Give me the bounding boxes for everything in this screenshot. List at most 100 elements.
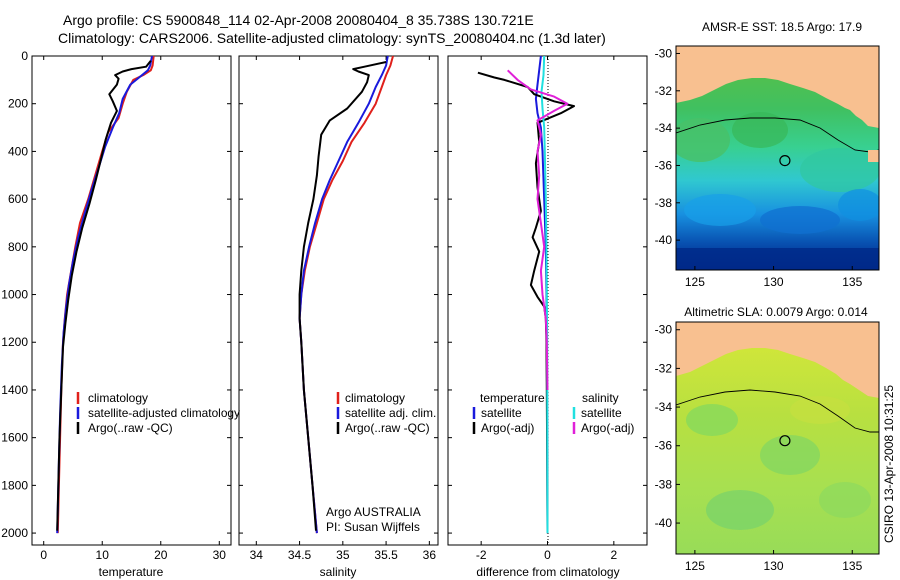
map-y-tick-label: -38	[655, 477, 673, 491]
sst-patch	[800, 148, 879, 192]
sst-map	[676, 46, 879, 270]
map-x-tick-label: 135	[842, 559, 862, 573]
legend-climatology: climatology	[88, 391, 148, 405]
depth-tick-label: 0	[21, 49, 28, 63]
sla-contour	[676, 389, 879, 433]
legend-temp-satellite: satellite	[481, 406, 522, 420]
sst-warm-patch	[732, 112, 788, 148]
sla-map-title: Altimetric SLA: 0.0079 Argo: 0.014	[684, 305, 868, 319]
sla-map-frame	[675, 321, 880, 555]
sla-map	[676, 322, 879, 554]
series-line-argo-raw-qc-	[56, 60, 152, 531]
series-line-climatology	[298, 55, 394, 534]
x-tick-label: 34	[250, 548, 264, 562]
depth-tick-label: 1400	[1, 383, 28, 397]
depth-tick-label: 400	[8, 144, 28, 158]
series-line-salinity-argo-adj-	[507, 69, 569, 391]
sst-map-title: AMSR-E SST: 18.5 Argo: 17.9	[702, 20, 862, 34]
difference-legend: temperature satellite Argo(-adj) salinit…	[472, 391, 634, 435]
figure-title-line2: Climatology: CARS2006. Satellite-adjuste…	[58, 30, 606, 46]
sla-patch	[819, 482, 871, 518]
map-y-tick-label: -32	[655, 84, 673, 98]
x-tick-label: 0	[40, 548, 47, 562]
x-tick-label: 30	[213, 548, 227, 562]
depth-tick-label: 1000	[1, 288, 28, 302]
footer-stamp: CSIRO 13-Apr-2008 10:31:25	[882, 385, 896, 543]
map-x-tick-label: 125	[685, 559, 705, 573]
legend-climatology: climatology	[345, 391, 405, 405]
salinity-series	[298, 55, 394, 534]
sst-cool-patch	[760, 206, 840, 234]
series-line-satellite-adjusted-climatology	[56, 55, 153, 534]
x-tick-label: 2	[610, 548, 617, 562]
legend-satellite-adj: satellite adj. clim.	[345, 406, 436, 420]
legend-sal-argo: Argo(-adj)	[581, 421, 634, 435]
depth-tick-label: 2000	[1, 526, 28, 540]
map-y-tick-label: -40	[655, 233, 673, 247]
series-line-salinity-satellite	[540, 55, 549, 534]
map-x-tick-label: 125	[685, 275, 705, 289]
depth-tick-label: 200	[8, 97, 28, 111]
salinity-x-label: salinity	[320, 565, 357, 579]
legend-argo: Argo(..raw -QC)	[88, 421, 173, 435]
legend-temperature-title: temperature	[480, 391, 545, 405]
series-line-argo-raw-qc-	[298, 61, 387, 531]
sst-cool-patch	[838, 189, 879, 221]
map-y-tick-label: -36	[655, 158, 673, 172]
legend-argo: Argo(..raw -QC)	[345, 421, 430, 435]
map-y-tick-label: -30	[655, 46, 673, 60]
map-y-tick-label: -34	[655, 121, 673, 135]
argo-position-marker	[779, 435, 791, 447]
x-tick-label: 36	[423, 548, 437, 562]
difference-series	[477, 55, 575, 534]
temperature-x-label: temperature	[99, 565, 164, 579]
map-y-tick-label: -38	[655, 196, 673, 210]
depth-tick-label: 1600	[1, 431, 28, 445]
sla-map-axes: 125 130 135 -30 -32 -34 -36 -38 -40	[655, 323, 863, 573]
sst-map-axes: 125 130 135 -30 -32 -34 -36 -38 -40	[655, 46, 863, 289]
sst-cold-band	[676, 248, 879, 270]
sla-patch	[760, 435, 820, 475]
x-tick-label: 35.5	[374, 548, 398, 562]
map-x-tick-label: 135	[842, 275, 862, 289]
map-y-tick-label: -34	[655, 400, 673, 414]
depth-axis: 0 200 400 600 800 1000 1200 1400 1600 1800 2000	[1, 49, 647, 540]
sla-patch	[706, 490, 774, 530]
depth-tick-label: 800	[8, 240, 28, 254]
map-y-tick-label: -30	[655, 323, 673, 337]
x-tick-label: 35	[336, 548, 350, 562]
sst-cool-patch	[684, 194, 756, 226]
depth-tick-label: 1800	[1, 478, 28, 492]
sst-warm-patch	[676, 118, 730, 162]
sla-patch	[790, 396, 850, 424]
map-y-tick-label: -32	[655, 361, 673, 375]
salinity-axes	[238, 55, 439, 546]
temperature-legend: climatology satellite-adjusted climatolo…	[76, 391, 240, 435]
depth-tick-label: 1200	[1, 335, 28, 349]
temperature-x-axis: 0 10 20 30	[40, 56, 226, 562]
legend-salinity-title: salinity	[582, 391, 619, 405]
salinity-x-axis: 34 34.5 35 35.5 36	[250, 56, 437, 562]
sla-land	[676, 322, 879, 398]
sst-map-frame	[675, 45, 880, 271]
figure-title-line1: Argo profile: CS 5900848_114 02-Apr-2008…	[63, 12, 534, 28]
map-x-tick-label: 130	[764, 275, 784, 289]
x-tick-label: -2	[476, 548, 487, 562]
argo-position-marker	[779, 155, 791, 167]
note-pi: PI: Susan Wijffels	[326, 520, 420, 534]
temperature-axes	[31, 55, 232, 546]
x-tick-label: 0	[544, 548, 551, 562]
map-x-tick-label: 130	[764, 559, 784, 573]
x-tick-label: 20	[154, 548, 168, 562]
series-line-climatology	[56, 55, 155, 534]
legend-sal-satellite: satellite	[581, 406, 622, 420]
x-tick-label: 34.5	[288, 548, 312, 562]
series-line-satellite-adj-clim-	[298, 55, 389, 534]
sst-contour	[676, 117, 879, 153]
sst-land	[676, 46, 879, 128]
sst-land-fragment	[868, 150, 879, 162]
difference-x-label: difference from climatology	[476, 565, 619, 579]
legend-satellite-adjusted: satellite-adjusted climatology	[88, 406, 240, 420]
depth-tick-label: 600	[8, 192, 28, 206]
